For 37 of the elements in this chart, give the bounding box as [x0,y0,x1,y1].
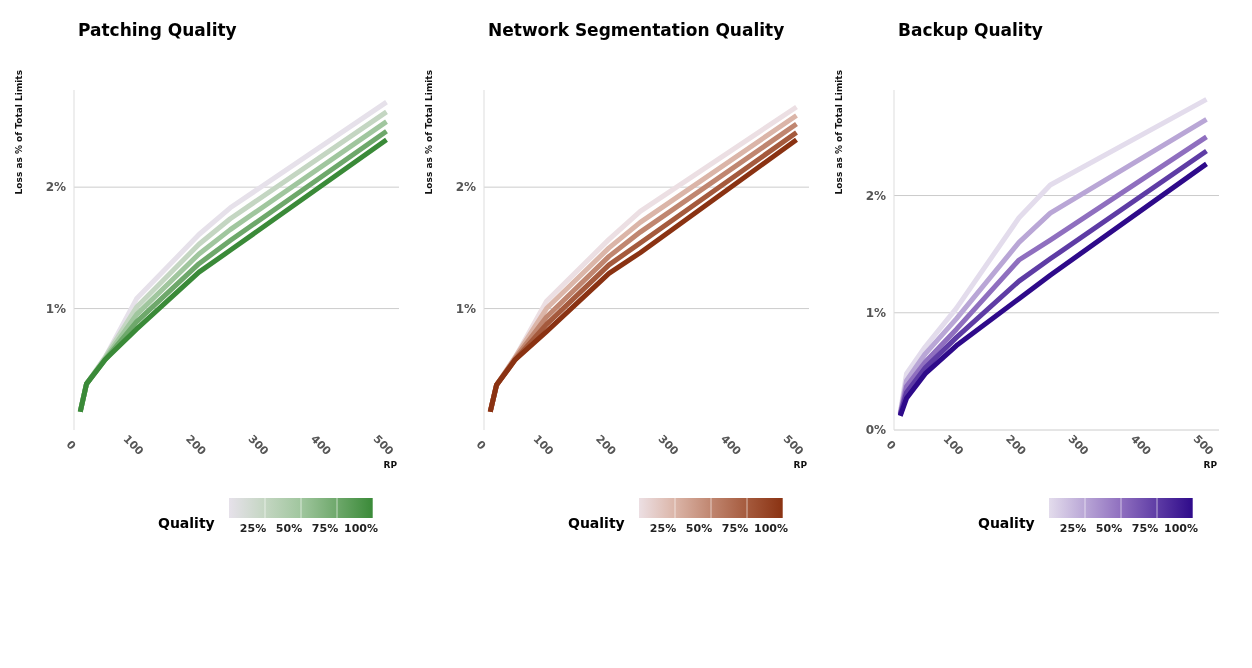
y-tick-label: 2% [45,180,66,195]
color-bar-label: 25% [239,522,266,535]
color-bar-label: 25% [1059,522,1086,535]
color-bar-label: 75% [1131,522,1158,535]
chart-title: Network Segmentation Quality [488,20,786,42]
color-bar-label: 50% [1095,522,1122,535]
x-tick-label: 0 [63,437,79,453]
x-tick-label: 0 [473,437,489,453]
color-bar-label: 100% [343,522,378,535]
y-tick-label: 0% [865,423,886,438]
color-bar-label: 100% [1163,522,1198,535]
x-tick-label: 0 [883,437,899,453]
y-axis-title: Loss as % of Total Limits [424,70,434,195]
color-bar-label: 50% [275,522,302,535]
x-tick-label: 400 [718,432,744,459]
chart-title: Backup Quality [898,20,1044,42]
color-bar-label: 50% [685,522,712,535]
y-tick-label: 1% [45,301,66,316]
x-axis-title: RP [1203,460,1218,470]
y-tick-label: 2% [865,188,886,203]
color-bar-label: 25% [649,522,676,535]
y-tick-label: 1% [455,301,476,316]
color-bar-label: 75% [311,522,338,535]
color-bar-title: Quality [568,515,625,531]
color-bar-title: Quality [158,515,215,531]
y-tick-label: 2% [455,180,476,195]
x-tick-label: 400 [1128,432,1154,459]
x-axis-title: RP [383,460,398,470]
color-bar-label: 75% [721,522,748,535]
color-bar-label: 100% [753,522,788,535]
color-bar-title: Quality [978,515,1035,531]
y-axis-title: Loss as % of Total Limits [834,70,844,195]
y-tick-label: 1% [865,306,886,321]
y-axis-title: Loss as % of Total Limits [14,70,24,195]
x-tick-label: 400 [308,432,334,459]
x-axis-title: RP [793,460,808,470]
chart-title: Patching Quality [78,20,238,42]
